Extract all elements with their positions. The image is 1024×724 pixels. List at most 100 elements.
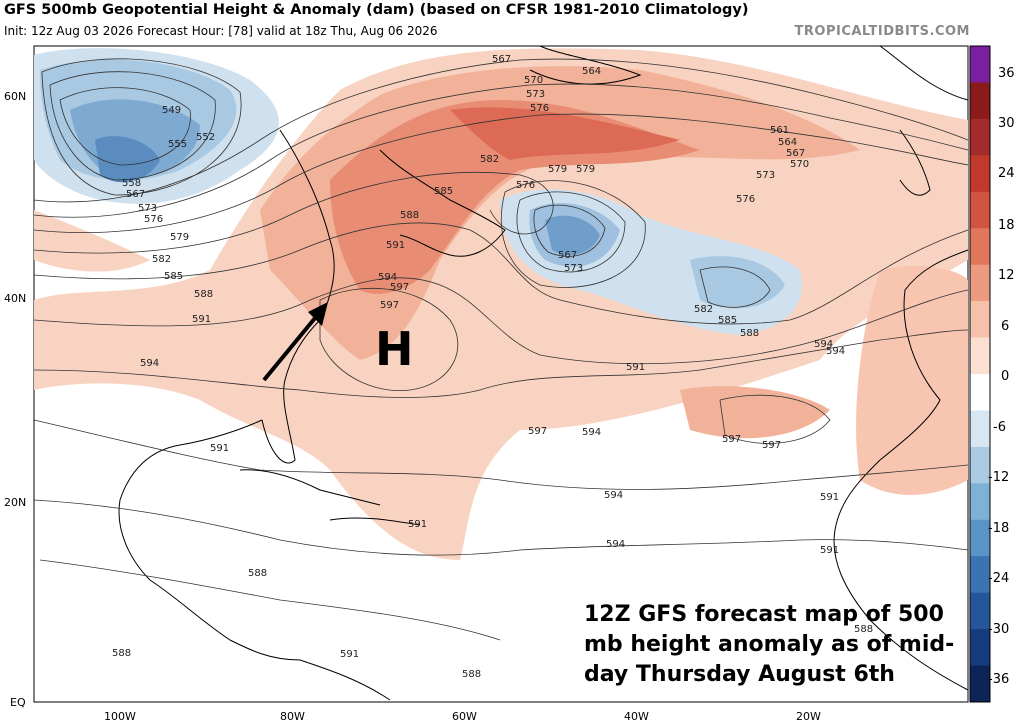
contour-label: 597 xyxy=(762,440,781,451)
colorbar-segment xyxy=(970,82,990,120)
colorbar-segment xyxy=(970,629,990,667)
annotation-line: day Thursday August 6th xyxy=(584,662,895,687)
forecast-annotation: 12Z GFS forecast map of 500 mb height an… xyxy=(584,600,964,690)
lon-label-20w: 20W xyxy=(796,710,821,723)
colorbar-label: -12 xyxy=(988,470,1009,485)
colorbar-label: -18 xyxy=(988,521,1009,536)
contour-label: 591 xyxy=(820,545,839,556)
contour-label: 576 xyxy=(516,180,535,191)
contour-label: 573 xyxy=(138,203,157,214)
contour-label: 588 xyxy=(462,669,481,680)
contour-label: 594 xyxy=(814,339,833,350)
contour-label: 591 xyxy=(210,443,229,454)
colorbar-label: -30 xyxy=(988,622,1009,637)
contour-label: 552 xyxy=(196,132,215,143)
lat-label-60n: 60N xyxy=(4,90,26,103)
contour-label: 591 xyxy=(192,314,211,325)
lon-axis-labels: 100W 80W 60W 40W 20W xyxy=(104,710,821,723)
colorbar-segment xyxy=(970,665,990,703)
colorbar-label: 12 xyxy=(998,268,1015,283)
colorbar-border xyxy=(969,45,991,703)
colorbar-segment xyxy=(970,46,990,83)
lat-label-20n: 20N xyxy=(4,496,26,509)
lat-label-40n: 40N xyxy=(4,292,26,305)
colorbar-label: -6 xyxy=(993,420,1006,435)
lon-label-100w: 100W xyxy=(104,710,136,723)
annotation-line: 12Z GFS forecast map of 500 xyxy=(584,602,944,627)
height-contours xyxy=(33,58,969,641)
contour-label: 567 xyxy=(558,250,577,261)
contour-label: 573 xyxy=(526,89,545,100)
colorbar-segment xyxy=(970,410,990,448)
contour-label: 582 xyxy=(694,304,713,315)
contour-label: 579 xyxy=(576,164,595,175)
annotation-arrow xyxy=(262,302,328,382)
colorbar-segment xyxy=(970,118,990,156)
colorbar-segment xyxy=(970,191,990,229)
contour-label: 588 xyxy=(248,568,267,579)
contour-label: 597 xyxy=(380,300,399,311)
colorbar-segment xyxy=(970,228,990,266)
contour-label: 588 xyxy=(112,648,131,659)
high-pressure-marker: H xyxy=(375,322,414,376)
forecast-subtitle: Init: 12z Aug 03 2026 Forecast Hour: [78… xyxy=(4,24,438,38)
colorbar-label: 24 xyxy=(998,166,1015,181)
contour-label: 585 xyxy=(718,315,737,326)
annotation-line: mb height anomaly as of mid- xyxy=(584,632,955,657)
colorbar-label: 30 xyxy=(998,116,1015,131)
page-title: GFS 500mb Geopotential Height & Anomaly … xyxy=(4,2,749,18)
contour-label: 594 xyxy=(826,346,845,357)
colorbar-segment xyxy=(970,556,990,594)
colorbar-segment xyxy=(970,301,990,339)
anomaly-colorbar xyxy=(969,45,991,703)
contour-label: 567 xyxy=(786,148,805,159)
contour-label: 594 xyxy=(378,272,397,283)
contour-label: 594 xyxy=(604,490,623,501)
contour-label: 591 xyxy=(626,362,645,373)
colorbar-label: -24 xyxy=(988,571,1009,586)
colorbar-segment xyxy=(970,264,990,302)
contour-label: 591 xyxy=(820,492,839,503)
coastlines xyxy=(118,45,969,701)
lon-label-60w: 60W xyxy=(452,710,477,723)
contour-label: 597 xyxy=(528,426,547,437)
lat-label-eq: EQ xyxy=(10,696,26,709)
warm-anomaly-layer xyxy=(34,48,968,561)
colorbar-labels: 36 30 24 18 12 6 0 -6 -12 -18 -24 -30 -3… xyxy=(988,66,1015,687)
contour-label: 591 xyxy=(340,649,359,660)
contour-label: 585 xyxy=(164,271,183,282)
contour-labels: 5495525555585675735765795825855885915945… xyxy=(112,54,873,680)
contour-label: 597 xyxy=(390,282,409,293)
contour-label: 576 xyxy=(530,103,549,114)
contour-label: 594 xyxy=(140,358,159,369)
contour-label: 594 xyxy=(606,539,625,550)
colorbar-segment xyxy=(970,446,990,484)
lat-axis-labels: 60N 40N 20N EQ xyxy=(4,90,26,709)
contour-label: 576 xyxy=(144,214,163,225)
contour-label: 594 xyxy=(582,427,601,438)
colorbar-segment xyxy=(970,337,990,375)
contour-label: 588 xyxy=(194,289,213,300)
colorbar-segment xyxy=(970,483,990,521)
contour-label: 567 xyxy=(492,54,511,65)
contour-label: 582 xyxy=(152,254,171,265)
contour-label: 588 xyxy=(854,624,873,635)
contour-label: 582 xyxy=(480,154,499,165)
contour-label: 561 xyxy=(770,125,789,136)
contour-label: 588 xyxy=(400,210,419,221)
colorbar-segment xyxy=(970,374,990,411)
contour-label: 591 xyxy=(408,519,427,530)
contour-label: 573 xyxy=(756,170,775,181)
contour-label: 591 xyxy=(386,240,405,251)
contour-label: 573 xyxy=(564,263,583,274)
colorbar-label: 18 xyxy=(998,218,1015,233)
contour-label: 567 xyxy=(126,189,145,200)
contour-label: 579 xyxy=(170,232,189,243)
contour-label: 570 xyxy=(524,75,543,86)
contour-label: 588 xyxy=(740,328,759,339)
contour-label: 579 xyxy=(548,164,567,175)
contour-label: 555 xyxy=(168,139,187,150)
contour-label: 597 xyxy=(722,434,741,445)
contour-label: 585 xyxy=(434,186,453,197)
